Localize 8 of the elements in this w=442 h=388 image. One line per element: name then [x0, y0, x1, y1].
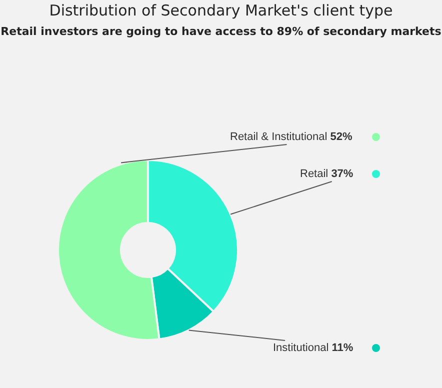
slice-label: Retail & Institutional	[230, 131, 328, 143]
slice-label: Institutional	[273, 342, 329, 354]
slice-label: Retail	[300, 168, 328, 180]
chart-subtitle: Retail investors are going to have access to 89% of secondary markets	[0, 25, 442, 38]
data-label: 52%	[330, 131, 353, 143]
data-label: 11%	[332, 342, 354, 354]
data-label: 37%	[331, 168, 354, 180]
chart-title: Distribution of Secondary Market's client type	[49, 2, 393, 20]
